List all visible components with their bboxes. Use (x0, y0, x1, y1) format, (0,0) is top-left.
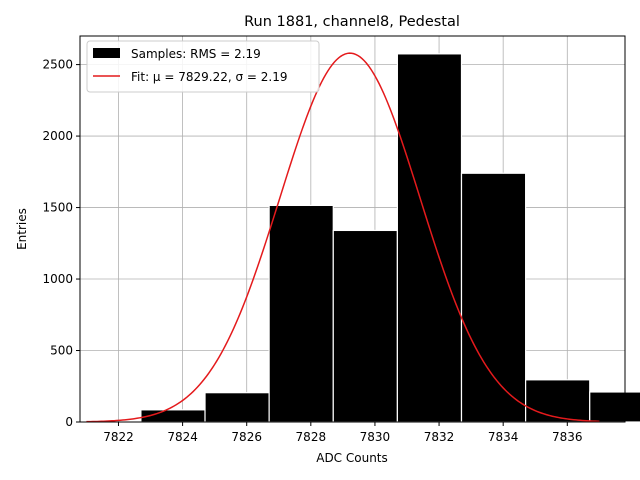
histogram-bar (204, 392, 270, 423)
y-tick-label: 1500 (42, 201, 73, 215)
legend: Samples: RMS = 2.19 Fit: μ = 7829.22, σ … (86, 40, 320, 93)
x-tick-label: 7824 (167, 430, 198, 444)
legend-label-fit: Fit: μ = 7829.22, σ = 2.19 (131, 70, 288, 84)
legend-box (86, 40, 320, 93)
x-tick-label: 7828 (296, 430, 327, 444)
y-tick-label: 1000 (42, 272, 73, 286)
y-axis-ticks: 0 500 1000 1500 2000 2500 (42, 58, 80, 429)
legend-swatch-samples (93, 48, 120, 58)
legend-label-samples: Samples: RMS = 2.19 (131, 47, 261, 61)
y-axis-label: Entries (15, 208, 29, 250)
x-axis-ticks: 7822 7824 7826 7828 7830 7832 7834 7836 (103, 422, 583, 444)
y-tick-label: 2000 (42, 129, 73, 143)
histogram-bar (460, 172, 527, 423)
histogram-bar (268, 204, 334, 423)
histogram-bar (332, 229, 398, 423)
gaussian-fit-curve (86, 52, 600, 423)
x-tick-label: 7826 (231, 430, 262, 444)
x-tick-label: 7822 (103, 430, 134, 444)
x-tick-label: 7836 (552, 430, 583, 444)
plot-frame (79, 35, 626, 423)
y-tick-label: 500 (50, 344, 73, 358)
x-tick-label: 7830 (360, 430, 391, 444)
histogram-bars (140, 53, 640, 423)
y-tick-label: 2500 (42, 58, 73, 72)
x-tick-label: 7832 (424, 430, 455, 444)
histogram-bar (396, 53, 463, 423)
x-axis-label: ADC Counts (316, 451, 388, 465)
x-tick-label: 7834 (488, 430, 519, 444)
histogram-bar (525, 379, 591, 423)
histogram-bar (589, 391, 640, 423)
chart-title: Run 1881, channel8, Pedestal (244, 14, 460, 30)
y-tick-label: 0 (65, 415, 73, 429)
